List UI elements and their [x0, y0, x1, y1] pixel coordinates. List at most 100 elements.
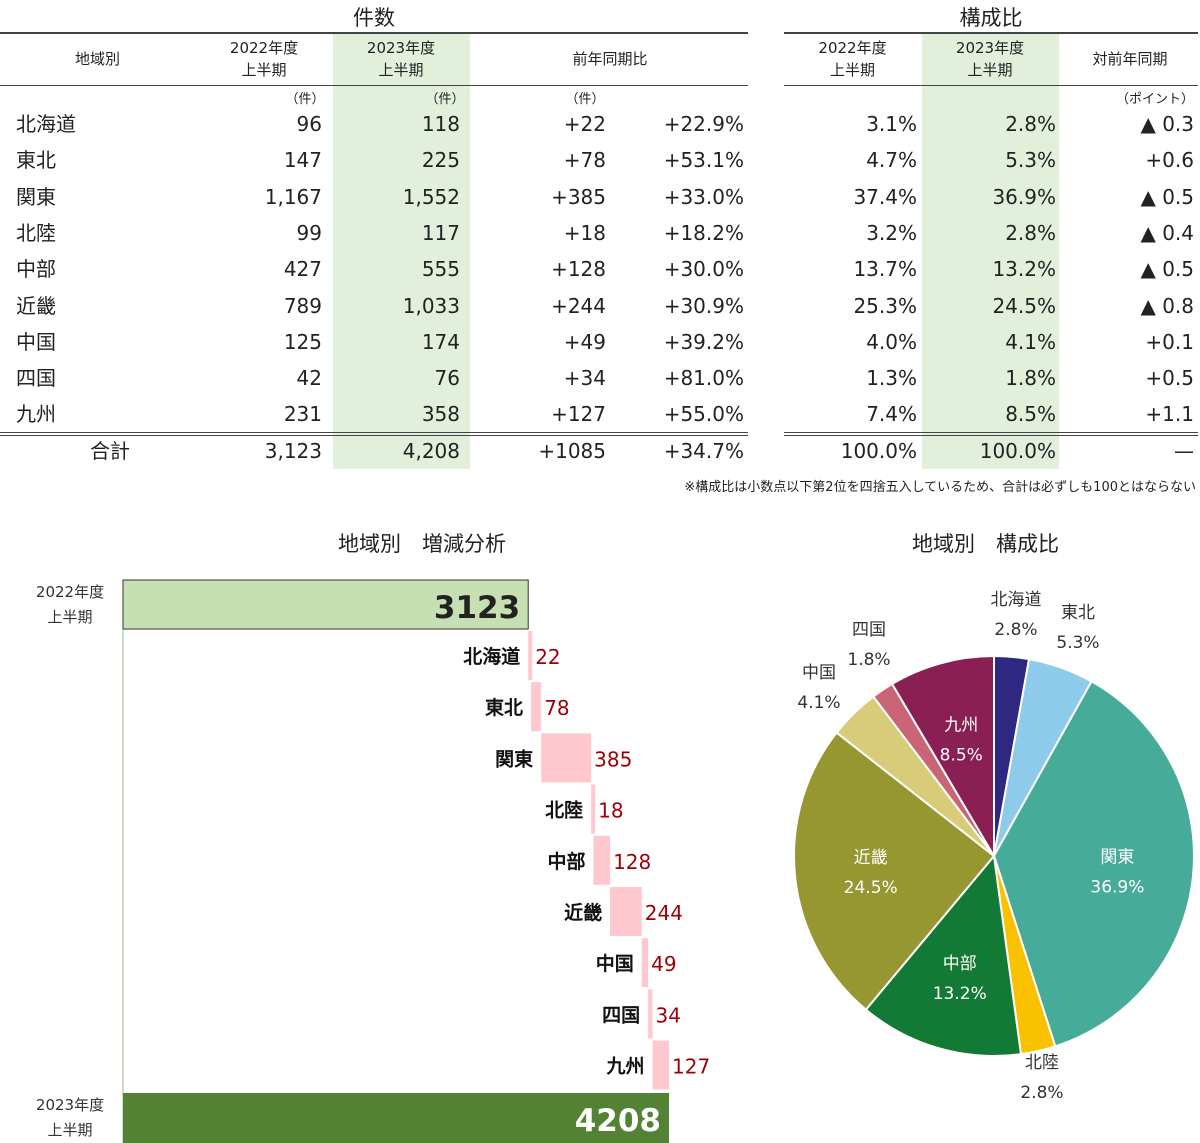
cell-rdiff: ▲ 0.5: [1140, 257, 1194, 282]
pie-category-label: 関東: [1100, 847, 1134, 867]
increase-category-label: 中部: [547, 850, 585, 873]
cell-rdiff: ▲ 0.3: [1140, 112, 1194, 136]
total-double-rule-left-2: [0, 435, 748, 436]
col-yoy-header: 前年同期比: [572, 50, 648, 68]
pie-value-label: 5.3%: [1056, 633, 1099, 653]
cell-diff: +78: [563, 148, 606, 173]
pie-value-label: 2.8%: [994, 620, 1037, 640]
cell-c2022: 99: [296, 220, 322, 245]
end-category-label-2: 上半期: [47, 1121, 92, 1139]
footnote: ※構成比は小数点以下第2位を四捨五入しているため、合計は必ずしも100とはならな…: [684, 480, 1196, 495]
increase-category-label: 北陸: [545, 799, 583, 822]
cell-region: 近畿: [16, 293, 56, 318]
increase-value-label: 244: [645, 901, 683, 925]
cell-rdiff: ▲ 0.4: [1140, 220, 1194, 245]
pie-category-label: 九州: [944, 715, 978, 735]
cell-region: 中国: [16, 329, 56, 354]
cell-region: 北海道: [16, 112, 76, 136]
increase-value-label: 22: [535, 645, 560, 669]
table-row: 中国 125 174 +49 +39.2% 4.0% 4.1% +0.1: [0, 324, 1200, 360]
header-top-rule-left: [0, 32, 748, 34]
cell-rdiff: +1.1: [1145, 402, 1194, 427]
table-row: 中部 427 555 +128 +30.0% 13.7% 13.2% ▲ 0.5: [0, 251, 1200, 287]
unit-2023: （件）: [425, 92, 465, 107]
pie-category-label: 中国: [802, 663, 836, 683]
cell-c2023: 117: [421, 220, 460, 245]
col-r2022-header: 2022年度 上半期: [818, 39, 887, 79]
cell-c2023: 174: [421, 329, 460, 354]
header-bottom-rule-left: [0, 85, 748, 86]
increase-category-label: 東北: [485, 696, 523, 719]
cell-diff: +128: [551, 257, 606, 282]
cell-rdiff: ▲ 0.5: [1140, 184, 1194, 209]
cell-c2023: 4,208: [402, 438, 460, 463]
increase-value-label: 34: [656, 1003, 681, 1027]
cell-r2023: 24.5%: [992, 293, 1056, 318]
pie-slice: [793, 731, 996, 1012]
cell-region: 関東: [16, 184, 56, 209]
cell-diff: +1085: [538, 438, 606, 463]
cell-diff: +49: [563, 329, 606, 354]
increase-category-label: 北海道: [463, 645, 520, 668]
increase-value-label: 18: [598, 799, 623, 823]
total-row: 合計 3,123 4,208 +1085 +34.7% 100.0% 100.0% —: [0, 433, 1200, 469]
table-row: 九州 231 358 +127 +55.0% 7.4% 8.5% +1.1: [0, 396, 1200, 432]
end-value-label: 4208: [575, 1103, 661, 1139]
cell-pct: +22.9%: [663, 112, 744, 136]
cell-c2022: 789: [283, 293, 322, 318]
cell-r2023: 13.2%: [992, 257, 1056, 282]
increase-bar: [610, 887, 642, 936]
cell-r2023: 2.8%: [1005, 112, 1056, 136]
cell-pct: +39.2%: [663, 329, 744, 354]
cell-rdiff: ▲ 0.8: [1140, 293, 1194, 318]
increase-value-label: 385: [594, 747, 632, 771]
cell-c2022: 42: [296, 366, 322, 391]
cell-c2022: 427: [283, 257, 322, 282]
pie-value-label: 2.8%: [1020, 1083, 1063, 1103]
start-bar: [122, 579, 529, 630]
cell-r2022: 4.0%: [866, 329, 917, 354]
cell-c2023: 555: [421, 257, 460, 282]
table-row: 北陸 99 117 +18 +18.2% 3.2% 2.8% ▲ 0.4: [0, 215, 1200, 251]
cell-region: 東北: [16, 148, 56, 173]
highlight-2023-ratio: [922, 34, 1059, 469]
total-double-rule-right-1: [784, 432, 1198, 433]
cell-c2022: 147: [283, 148, 322, 173]
pie-category-label: 東北: [1061, 603, 1095, 623]
increase-value-label: 49: [651, 952, 676, 976]
cell-c2022: 3,123: [264, 438, 322, 463]
start-category-label-2: 上半期: [47, 608, 92, 626]
cell-c2022: 96: [296, 112, 322, 136]
cell-c2023: 1,552: [402, 184, 460, 209]
col-2022-header: 2022年度 上半期: [229, 39, 299, 79]
unit-diff: （件）: [565, 92, 605, 107]
cell-r2023: 1.8%: [1005, 366, 1056, 391]
end-bar: [123, 1093, 669, 1143]
col-region-header: 地域別: [74, 50, 120, 68]
cell-r2022: 25.3%: [853, 293, 917, 318]
cell-c2022: 1,167: [264, 184, 322, 209]
increase-bar: [541, 733, 592, 783]
pie-value-label: 36.9%: [1090, 877, 1144, 897]
cell-r2022: 3.1%: [866, 112, 917, 136]
waterfall-title: 地域別 増減分析: [338, 532, 506, 556]
pie-value-label: 8.5%: [940, 745, 983, 765]
cell-c2023: 225: [421, 148, 460, 173]
table-row: 北海道 96 118 +22 +22.9% 3.1% 2.8% ▲ 0.3: [0, 106, 1200, 142]
col-r2023-header: 2023年度 上半期: [955, 39, 1025, 79]
unit-point: （ポイント）: [1115, 92, 1194, 107]
increase-bar: [531, 682, 542, 732]
pie-chart: 北海道 2.8% 東北 5.3% 関東 36.9% 北陸 2.8% 中部 13.2% 近畿 24.5%…: [793, 590, 1195, 1103]
cell-region: 四国: [16, 366, 56, 391]
ratio-section-title: 構成比: [959, 6, 1023, 30]
cell-c2023: 118: [421, 112, 460, 136]
table-row: 東北 147 225 +78 +53.1% 4.7% 5.3% +0.6: [0, 142, 1200, 178]
pie-slice: [864, 853, 1023, 1057]
increase-bar: [591, 784, 596, 834]
cell-pct: +33.0%: [663, 184, 744, 209]
cell-region: 合計: [90, 438, 130, 463]
cell-pct: +55.0%: [663, 402, 744, 427]
pie-category-label: 北海道: [991, 590, 1042, 610]
increase-value-label: 128: [613, 850, 651, 874]
